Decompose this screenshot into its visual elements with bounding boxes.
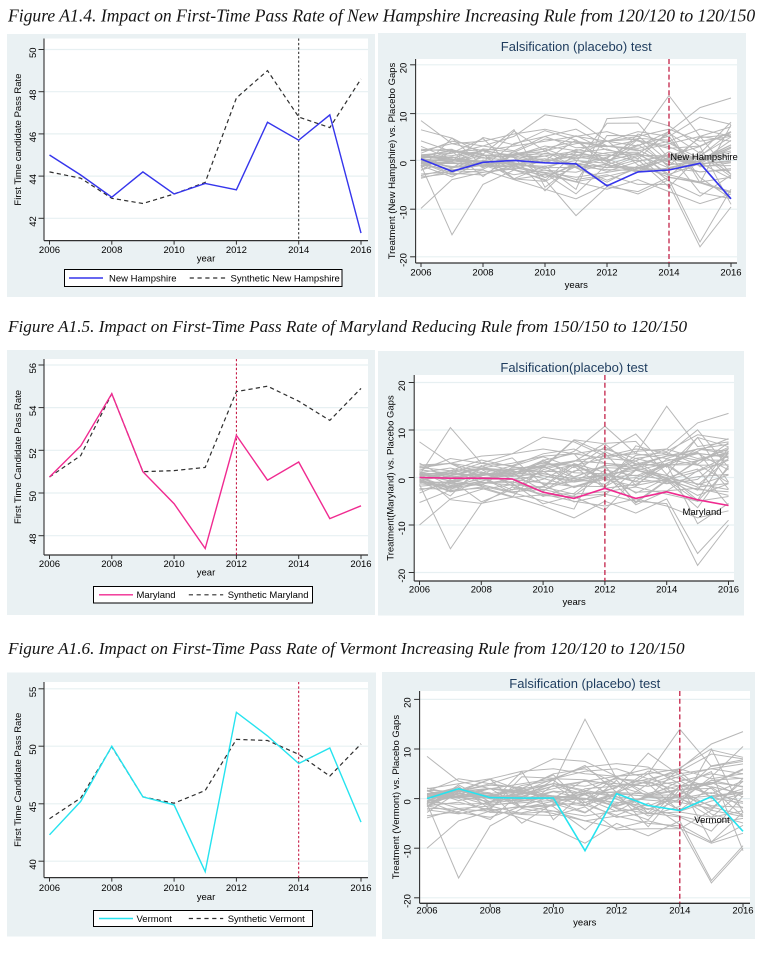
svg-text:2016: 2016: [720, 268, 741, 279]
svg-text:2016: 2016: [732, 906, 753, 917]
svg-text:-10: -10: [399, 206, 410, 220]
svg-text:2012: 2012: [226, 883, 247, 894]
svg-text:2008: 2008: [101, 245, 122, 256]
svg-text:40: 40: [28, 859, 39, 870]
svg-text:year: year: [197, 568, 215, 579]
svg-text:2008: 2008: [472, 268, 493, 279]
svg-text:56: 56: [28, 363, 39, 374]
svg-text:48: 48: [28, 90, 39, 101]
svg-text:48: 48: [28, 534, 39, 545]
svg-text:2014: 2014: [669, 906, 690, 917]
svg-text:First Time Candidate Pass Rate: First Time Candidate Pass Rate: [13, 390, 24, 524]
svg-text:years: years: [573, 918, 596, 929]
svg-text:years: years: [565, 280, 588, 291]
svg-text:2006: 2006: [410, 268, 431, 279]
svg-text:year: year: [197, 254, 215, 265]
svg-text:Falsification (placebo) test: Falsification (placebo) test: [501, 39, 652, 54]
svg-text:Synthetic New Hampshire: Synthetic New Hampshire: [231, 273, 340, 284]
svg-text:2014: 2014: [288, 559, 309, 570]
svg-text:2010: 2010: [534, 268, 555, 279]
svg-text:0: 0: [403, 799, 414, 804]
svg-text:2010: 2010: [543, 906, 564, 917]
svg-text:2012: 2012: [594, 585, 615, 596]
svg-text:year: year: [197, 892, 215, 903]
svg-text:2006: 2006: [39, 883, 60, 894]
svg-text:-10: -10: [397, 521, 408, 535]
svg-text:Treatment (Vermont) vs. Placeb: Treatment (Vermont) vs. Placebo Gaps: [391, 715, 402, 880]
svg-text:New Hampshire: New Hampshire: [109, 273, 177, 284]
svg-text:-20: -20: [397, 569, 408, 583]
svg-text:First Time Candidate Pass Rate: First Time Candidate Pass Rate: [13, 713, 24, 847]
svg-text:Synthetic Vermont: Synthetic Vermont: [228, 914, 305, 925]
svg-text:0: 0: [399, 161, 410, 166]
svg-text:First Time candidate Pass Rate: First Time candidate Pass Rate: [13, 74, 24, 206]
svg-text:50: 50: [28, 47, 39, 58]
svg-text:2010: 2010: [164, 245, 185, 256]
svg-text:-20: -20: [399, 253, 410, 267]
svg-text:50: 50: [28, 491, 39, 502]
svg-text:42: 42: [28, 216, 39, 227]
svg-text:Falsification (placebo) test: Falsification (placebo) test: [509, 676, 660, 691]
svg-text:10: 10: [399, 112, 410, 123]
svg-text:2006: 2006: [39, 559, 60, 570]
svg-text:2006: 2006: [409, 585, 430, 596]
svg-text:Treatment (New Hampshire) vs.: Treatment (New Hampshire) vs. Placebo Ga…: [387, 62, 398, 259]
svg-text:Maryland: Maryland: [682, 507, 721, 518]
svg-text:44: 44: [28, 174, 39, 185]
svg-text:46: 46: [28, 132, 39, 143]
svg-text:2010: 2010: [533, 585, 554, 596]
svg-text:2006: 2006: [39, 245, 60, 256]
svg-text:2014: 2014: [288, 883, 309, 894]
svg-text:2008: 2008: [101, 559, 122, 570]
svg-text:52: 52: [28, 448, 39, 459]
svg-text:2012: 2012: [226, 559, 247, 570]
svg-text:55: 55: [28, 687, 39, 698]
svg-text:Vermont: Vermont: [694, 815, 730, 826]
svg-text:2012: 2012: [596, 268, 617, 279]
svg-text:2006: 2006: [416, 906, 437, 917]
svg-text:0: 0: [397, 478, 408, 483]
svg-text:Maryland: Maryland: [137, 590, 176, 601]
svg-text:45: 45: [28, 802, 39, 813]
svg-text:2010: 2010: [164, 883, 185, 894]
svg-text:2016: 2016: [350, 245, 371, 256]
svg-text:2016: 2016: [718, 585, 739, 596]
svg-text:10: 10: [397, 428, 408, 439]
svg-text:20: 20: [397, 380, 408, 391]
svg-text:Falsification(placebo) test: Falsification(placebo) test: [500, 360, 648, 375]
svg-text:Figure A1.6. Impact on First-T: Figure A1.6. Impact on First-Time Pass R…: [7, 639, 685, 658]
svg-text:2016: 2016: [350, 559, 371, 570]
svg-text:10: 10: [403, 747, 414, 758]
svg-text:54: 54: [28, 406, 39, 417]
svg-text:New Hampshire: New Hampshire: [670, 152, 738, 163]
svg-text:2014: 2014: [658, 268, 679, 279]
svg-text:Treatment(Maryland) vs. Placeb: Treatment(Maryland) vs. Placebo Gaps: [386, 395, 397, 561]
svg-text:-10: -10: [403, 845, 414, 859]
svg-text:2010: 2010: [164, 559, 185, 570]
svg-text:Figure A1.5. Impact on First-T: Figure A1.5. Impact on First-Time Pass R…: [7, 317, 688, 336]
svg-text:20: 20: [399, 63, 410, 74]
svg-text:years: years: [562, 597, 585, 608]
svg-text:Synthetic Maryland: Synthetic Maryland: [228, 590, 309, 601]
svg-text:2008: 2008: [480, 906, 501, 917]
svg-text:2008: 2008: [101, 883, 122, 894]
svg-text:50: 50: [28, 744, 39, 755]
svg-text:2008: 2008: [471, 585, 492, 596]
svg-text:20: 20: [403, 697, 414, 708]
svg-text:2012: 2012: [606, 906, 627, 917]
svg-text:Figure A1.4. Impact on First-T: Figure A1.4. Impact on First-Time Pass R…: [7, 6, 755, 26]
svg-text:2016: 2016: [350, 883, 371, 894]
svg-text:2012: 2012: [226, 245, 247, 256]
svg-text:2014: 2014: [288, 245, 309, 256]
svg-text:2014: 2014: [656, 585, 677, 596]
svg-text:Vermont: Vermont: [137, 914, 173, 925]
svg-text:-20: -20: [403, 894, 414, 908]
